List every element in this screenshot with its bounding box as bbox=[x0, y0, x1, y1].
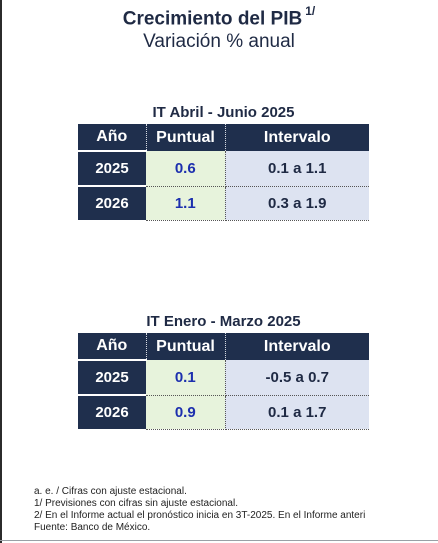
forecast-table-q2: Año Puntual Intervalo 2025 0.6 0.1 a 1.1… bbox=[78, 124, 369, 221]
col-header-year: Año bbox=[78, 333, 147, 360]
table-row: 2025 0.6 0.1 a 1.1 bbox=[78, 150, 369, 187]
left-frame-line bbox=[0, 0, 2, 543]
col-header-puntual: Puntual bbox=[146, 124, 226, 151]
intervalo-cell: -0.5 a 0.7 bbox=[225, 360, 369, 396]
table-row: 2026 1.1 0.3 a 1.9 bbox=[78, 185, 369, 221]
col-header-intervalo: Intervalo bbox=[225, 333, 369, 360]
footnotes: a. e. / Cifras con ajuste estacional. 1/… bbox=[34, 486, 438, 534]
table-caption-q1: IT Enero - Marzo 2025 bbox=[146, 313, 301, 330]
col-header-puntual: Puntual bbox=[146, 333, 226, 360]
title-text: Crecimiento del PIB bbox=[122, 8, 303, 30]
puntual-cell: 1.1 bbox=[146, 186, 226, 221]
intervalo-cell: 0.1 a 1.1 bbox=[225, 151, 369, 187]
puntual-cell: 0.6 bbox=[146, 151, 226, 187]
year-cell: 2026 bbox=[78, 394, 146, 429]
bottom-frame-line bbox=[0, 540, 438, 541]
puntual-cell: 0.1 bbox=[146, 360, 226, 396]
table-caption-q2: IT Abril - Junio 2025 bbox=[152, 104, 295, 121]
footnote-line: 1/ Previsiones con cifras sin ajuste est… bbox=[34, 498, 238, 509]
forecast-table-q1: Año Puntual Intervalo 2025 0.1 -0.5 a 0.… bbox=[78, 333, 369, 430]
footnote-line: a. e. / Cifras con ajuste estacional. bbox=[34, 486, 187, 497]
table-row: 2026 0.9 0.1 a 1.7 bbox=[78, 394, 369, 430]
puntual-cell: 0.9 bbox=[146, 395, 226, 430]
year-cell: 2025 bbox=[78, 150, 146, 186]
col-header-intervalo: Intervalo bbox=[225, 124, 369, 151]
table-header-row: Año Puntual Intervalo bbox=[78, 333, 369, 360]
source-line: Fuente: Banco de México. bbox=[34, 522, 151, 533]
page-title: Crecimiento del PIB 1/ bbox=[0, 4, 438, 30]
table-header-row: Año Puntual Intervalo bbox=[78, 124, 369, 151]
table-row: 2025 0.1 -0.5 a 0.7 bbox=[78, 359, 369, 396]
page-subtitle: Variación % anual bbox=[143, 31, 295, 52]
col-header-year: Año bbox=[78, 124, 147, 151]
intervalo-cell: 0.1 a 1.7 bbox=[225, 395, 369, 430]
year-cell: 2026 bbox=[78, 185, 146, 220]
year-cell: 2025 bbox=[78, 359, 146, 395]
title-footnote-marker: 1/ bbox=[305, 4, 316, 18]
footnote-line: 2/ En el Informe actual el pronóstico in… bbox=[34, 510, 366, 521]
intervalo-cell: 0.3 a 1.9 bbox=[225, 186, 369, 221]
